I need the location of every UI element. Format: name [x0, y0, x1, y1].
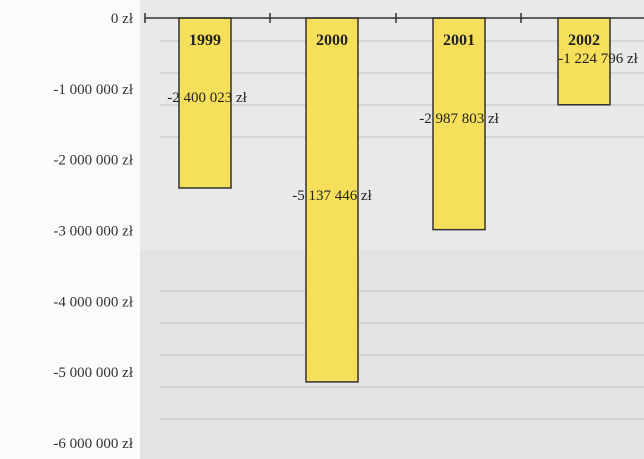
bar-2000 [305, 17, 359, 383]
data-label: -2 987 803 zł [419, 111, 499, 127]
category-label: 2001 [443, 32, 475, 49]
background-text-line [160, 72, 644, 74]
data-label: -5 137 446 zł [292, 188, 372, 204]
page-margin [0, 0, 160, 459]
category-label: 1999 [189, 32, 221, 49]
category-label: 2000 [316, 32, 348, 49]
background-text-line [160, 290, 644, 292]
background-text-line [160, 104, 644, 106]
y-tick-label: -4 000 000 zł [53, 294, 133, 310]
bar-2001 [432, 17, 486, 231]
bar-1999 [178, 17, 232, 189]
y-tick-label: -6 000 000 zł [53, 436, 133, 452]
background-text-line [160, 136, 644, 138]
y-tick-label: -3 000 000 zł [53, 224, 133, 240]
bar-2002 [557, 17, 611, 106]
background-text-line [160, 418, 644, 420]
background-text-line [160, 354, 644, 356]
data-label: -2 400 023 zł [167, 90, 247, 106]
y-tick-label: 0 zł [111, 11, 134, 27]
y-tick-label: -1 000 000 zł [53, 82, 133, 98]
y-tick-label: -5 000 000 zł [53, 365, 133, 381]
background-text-line [160, 40, 644, 42]
y-tick-label: -2 000 000 zł [53, 153, 133, 169]
background-text-line [160, 322, 644, 324]
background-text-line [160, 386, 644, 388]
category-label: 2002 [568, 32, 600, 49]
data-label: -1 224 796 zł [558, 51, 638, 67]
